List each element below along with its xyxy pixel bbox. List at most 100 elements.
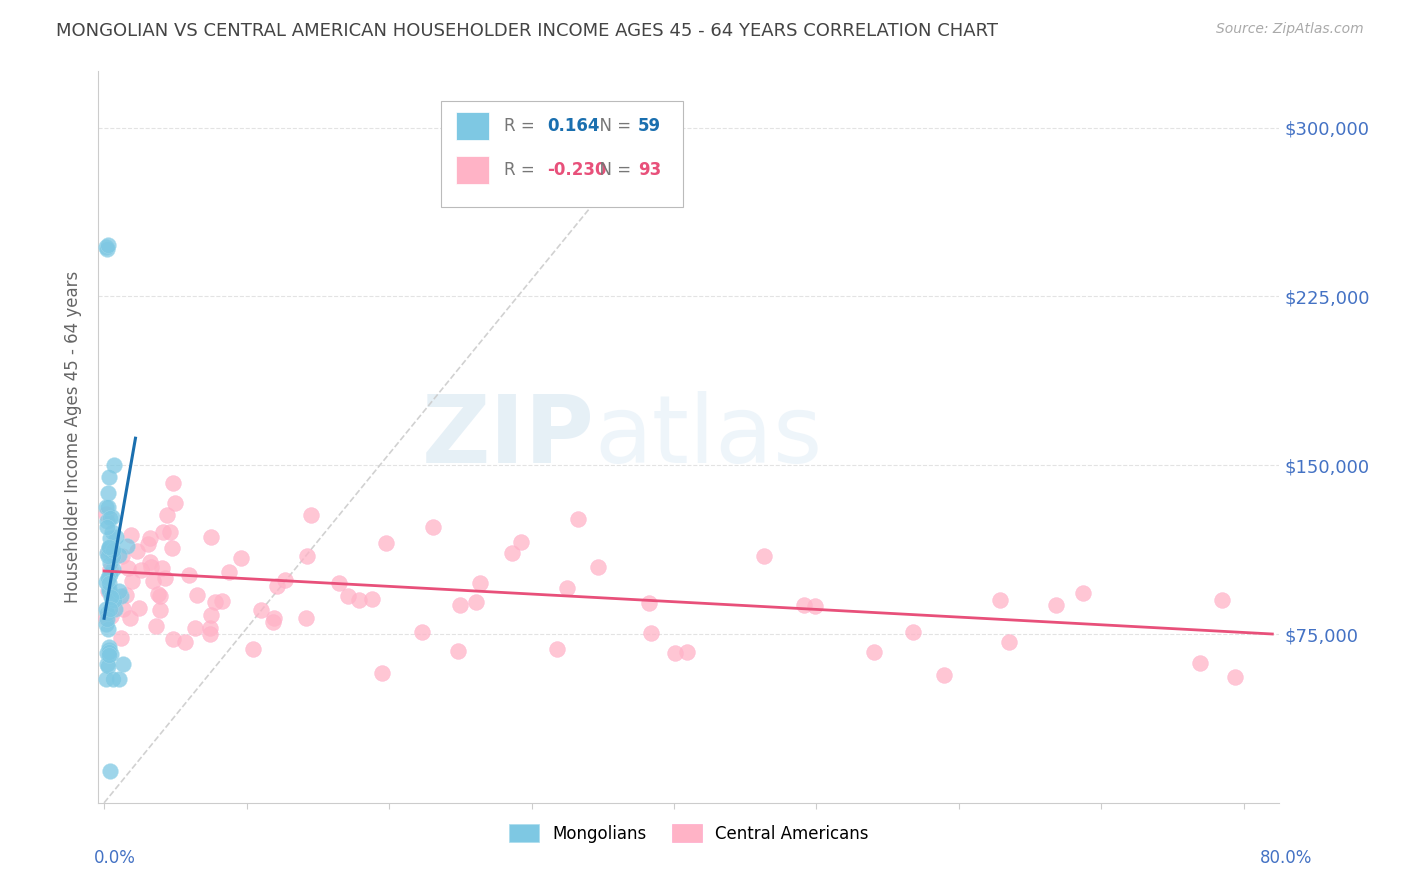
Point (152, 525, 174, 540)
Text: 0.0%: 0.0% (94, 849, 136, 867)
Y-axis label: Householder Income Ages 45 - 64 years: Householder Income Ages 45 - 64 years (65, 271, 83, 603)
Point (97, 500, 120, 514)
Point (110, 632, 132, 646)
Point (96, 520, 118, 534)
Point (112, 601, 135, 615)
Point (103, 543, 125, 558)
Point (371, 666, 394, 681)
Point (96, 500, 118, 514)
Point (98, 601, 121, 615)
Point (337, 589, 360, 603)
Point (1211, 593, 1233, 607)
Point (117, 540, 139, 554)
Point (297, 549, 319, 563)
Point (97, 645, 120, 659)
Point (111, 657, 134, 671)
Point (793, 598, 815, 612)
Point (98, 643, 121, 657)
Point (862, 645, 884, 659)
Point (179, 568, 201, 582)
Point (200, 530, 222, 544)
Point (149, 603, 172, 617)
Point (94, 610, 117, 624)
FancyBboxPatch shape (441, 101, 683, 207)
Point (121, 574, 143, 589)
Point (98, 562, 121, 576)
Point (509, 534, 531, 549)
Point (96, 507, 118, 521)
Point (97, 583, 120, 598)
Point (274, 573, 297, 587)
Text: MONGOLIAN VS CENTRAL AMERICAN HOUSEHOLDER INCOME AGES 45 - 64 YEARS CORRELATION : MONGOLIAN VS CENTRAL AMERICAN HOUSEHOLDE… (56, 22, 998, 40)
Point (98, 541, 121, 555)
Point (142, 574, 165, 588)
Point (449, 599, 471, 613)
Point (186, 588, 208, 602)
Point (96, 242, 118, 256)
Point (98, 543, 121, 558)
Text: N =: N = (589, 117, 636, 136)
Point (98, 539, 121, 553)
Point (98, 582, 121, 596)
Point (101, 591, 124, 605)
Text: 93: 93 (638, 161, 661, 179)
Point (94, 575, 117, 590)
Point (104, 530, 127, 544)
Point (159, 524, 181, 539)
Point (103, 549, 125, 564)
Point (242, 642, 264, 657)
Point (328, 575, 350, 590)
Point (110, 589, 132, 603)
Point (160, 541, 183, 555)
Point (101, 510, 124, 524)
Text: 0.164: 0.164 (547, 117, 600, 136)
Point (98, 764, 121, 779)
Point (555, 582, 578, 596)
Point (98, 470, 121, 484)
Point (211, 594, 233, 608)
Point (546, 642, 568, 657)
Point (115, 588, 138, 602)
Point (804, 599, 827, 613)
Point (263, 611, 285, 625)
Text: 80.0%: 80.0% (1260, 849, 1312, 867)
Text: -0.230: -0.230 (547, 161, 607, 179)
Point (465, 595, 488, 609)
Point (98, 583, 121, 598)
Point (218, 566, 240, 580)
Text: 59: 59 (638, 117, 661, 136)
Point (96, 611, 118, 625)
Point (204, 595, 226, 609)
Point (468, 576, 491, 591)
Point (111, 549, 134, 564)
Point (588, 560, 610, 574)
Point (162, 476, 184, 491)
Point (664, 646, 686, 660)
Point (97, 575, 120, 590)
FancyBboxPatch shape (457, 156, 489, 184)
Point (94, 672, 117, 686)
Point (136, 537, 159, 551)
Point (98, 542, 121, 557)
Point (98, 640, 121, 654)
FancyBboxPatch shape (457, 112, 489, 140)
Point (96, 657, 118, 672)
Point (97, 569, 120, 583)
Point (184, 622, 207, 636)
Point (129, 563, 152, 577)
Point (934, 668, 956, 682)
Point (198, 621, 221, 635)
Point (97, 237, 120, 252)
Point (301, 508, 323, 523)
Point (138, 555, 160, 569)
Point (97, 549, 120, 563)
Point (97, 648, 120, 662)
Point (127, 544, 149, 558)
Point (155, 571, 177, 585)
Point (96, 546, 118, 560)
Point (262, 615, 284, 629)
Point (754, 549, 776, 564)
Point (97, 659, 120, 673)
Point (103, 593, 125, 607)
Point (108, 672, 131, 686)
